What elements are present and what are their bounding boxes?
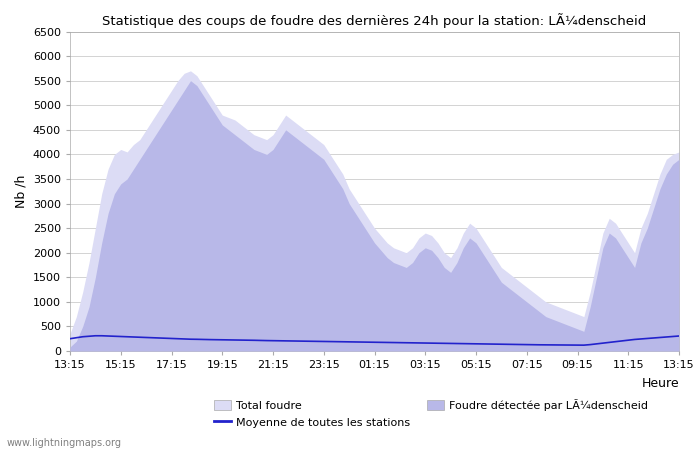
Text: Heure: Heure [641, 377, 679, 390]
Legend: Total foudre, Moyenne de toutes les stations, Foudre détectée par LÃ¼denscheid: Total foudre, Moyenne de toutes les stat… [209, 395, 652, 432]
Title: Statistique des coups de foudre des dernières 24h pour la station: LÃ¼denscheid: Statistique des coups de foudre des dern… [102, 13, 647, 27]
Text: www.lightningmaps.org: www.lightningmaps.org [7, 438, 122, 448]
Y-axis label: Nb /h: Nb /h [14, 175, 27, 208]
